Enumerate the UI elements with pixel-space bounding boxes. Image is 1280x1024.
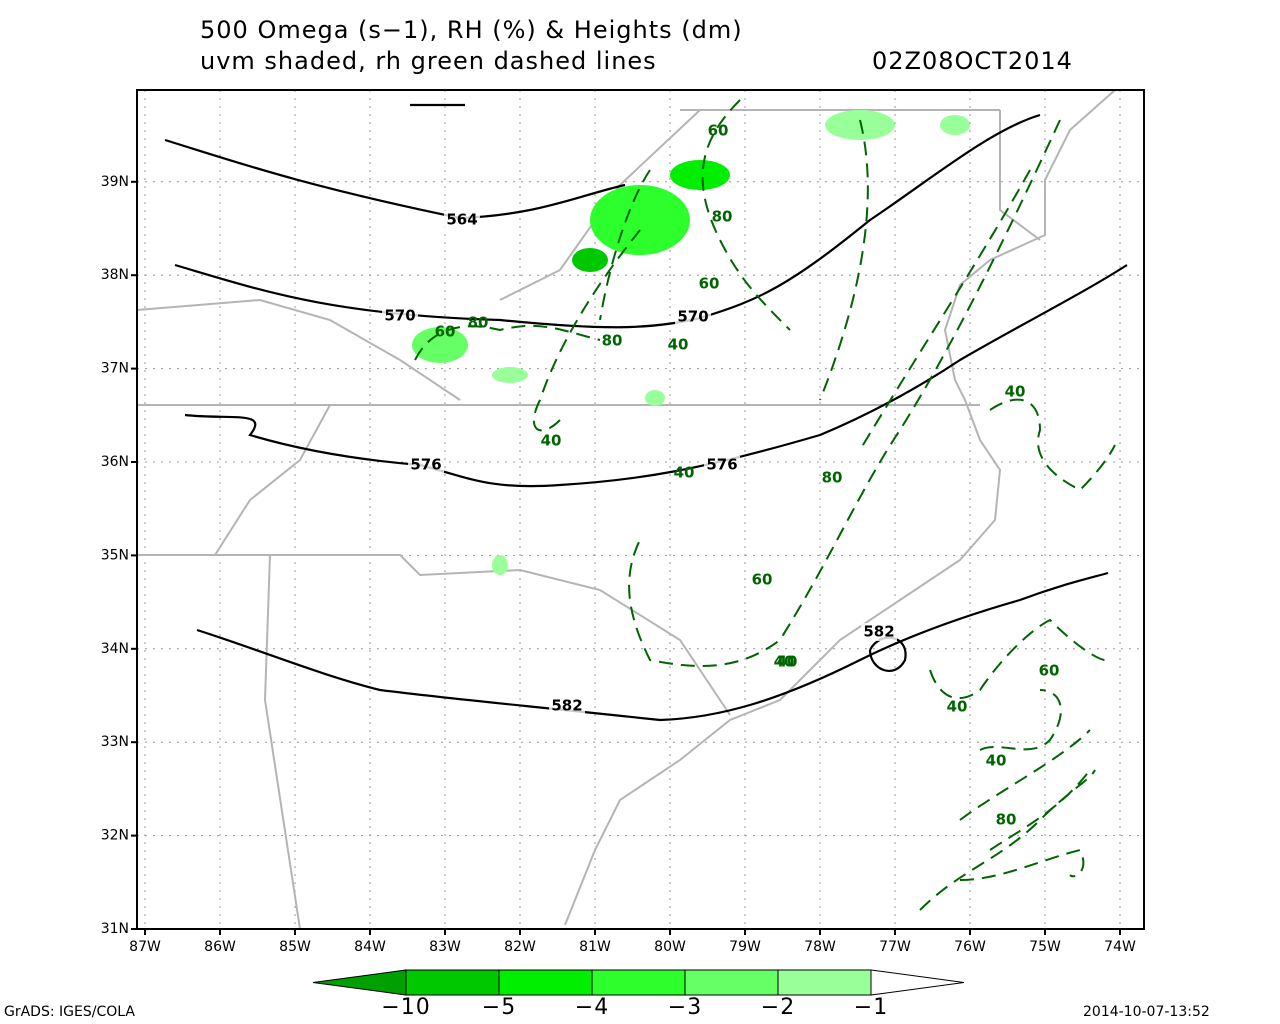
rh-contour-label: 40 [674,464,695,482]
lat-tick-label: 35N [101,547,129,563]
colorbar-label: −5 [482,995,516,1020]
rh-contour-label: 40 [1005,383,1026,401]
colorbar: −10 −5 −4 −3 −2 −1 [312,969,965,1020]
lon-tick-label: 86W [204,939,236,955]
colorbar-segment [684,969,779,996]
colorbar-segment [870,969,965,996]
lon-tick-label: 87W [129,939,161,955]
rh-contour-label: 40 [668,336,689,354]
rh-contour-label: 80 [468,314,489,332]
rh-contour-label: 40 [986,752,1007,770]
height-contour-label: 570 [384,307,415,325]
map: 564 570 570 576 576 582 582 60 80 60 80 60 80 40 40 40 4… [131,89,1145,935]
lat-tick-label: 31N [101,921,129,937]
lon-tick-label: 76W [954,939,986,955]
boundaries [136,89,1116,930]
lon-tick-label: 80W [654,939,686,955]
state-line [999,110,1041,241]
lon-tick-label: 77W [879,939,911,955]
footer-right: 2014-10-07-13:52 [1083,1004,1210,1020]
omega-shading [412,110,970,575]
colorbar-segment [312,969,407,996]
lon-tick-label: 74W [1104,939,1136,955]
lon-tick-label: 85W [279,939,311,955]
label-bg [408,456,444,474]
lat-tick-label: 38N [101,267,129,283]
title-line2: uvm shaded, rh green dashed lines [200,47,657,75]
footer-left: GrADS: IGES/COLA [4,1004,135,1020]
lon-tick-label: 82W [504,939,536,955]
height-contour-label: 570 [677,308,708,326]
colorbar-label: −2 [761,995,795,1020]
rh-contour-label: 60 [435,323,456,341]
colorbar-label: −3 [668,995,702,1020]
lat-tick-label: 33N [101,734,129,750]
lon-tick-label: 78W [804,939,836,955]
rh-contour-label: 40 [541,432,562,450]
lon-tick-label: 79W [729,939,761,955]
state-line [214,404,331,556]
height-contour-label: 576 [706,456,737,474]
rh-contour-label: 80 [712,208,733,226]
colorbar-segment [498,969,593,996]
valid-time: 02Z08OCT2014 [872,47,1073,75]
label-bg [549,697,585,715]
rh-contour-label: 80 [822,469,843,487]
lat-tick-label: 32N [101,828,129,844]
rh-contour-label: 40 [947,698,968,716]
rh-contour-label: 60 [699,275,720,293]
lon-tick-label: 75W [1029,939,1061,955]
state-line [137,554,731,716]
state-line [136,298,461,401]
colorbar-label: −4 [575,995,609,1020]
colorbar-label: −1 [854,995,888,1020]
height-contour-label: 582 [551,697,582,715]
lon-tick-label: 84W [354,939,386,955]
rh-contour-label: 40 [774,653,795,671]
label-bg [675,308,711,326]
colorbar-segment [405,969,500,996]
lon-tick-label: 81W [579,939,611,955]
lon-tick-label: 83W [429,939,461,955]
label-bg [704,456,740,474]
rh-contour-label: 80 [602,332,623,350]
rh-contour-label: 60 [752,571,773,589]
lat-tick-label: 39N [101,174,129,190]
height-contour-label: 564 [446,211,477,229]
rh-contour-label: 40 [777,653,798,671]
label-bg [382,307,418,325]
label-bg [444,211,480,229]
colorbar-segment [591,969,686,996]
state-line [499,109,1000,301]
colorbar-segment [777,969,872,996]
lat-tick-label: 34N [101,641,129,657]
height-contour-label: 576 [410,456,441,474]
rh-contour-label: 60 [1039,662,1060,680]
colorbar-label: −10 [381,995,430,1020]
title-line1: 500 Omega (s−1), RH (%) & Heights (dm) [200,16,743,44]
coastline [564,89,1116,926]
map-frame [136,89,1145,930]
label-bg [861,623,897,641]
state-line [263,554,301,930]
height-contour-label: 582 [863,623,894,641]
rh-contour-label: 80 [996,811,1017,829]
lat-tick-label: 36N [101,454,129,470]
rh-contour-label: 60 [708,122,729,140]
lat-tick-label: 37N [101,361,129,377]
rh-contours [414,99,1116,911]
